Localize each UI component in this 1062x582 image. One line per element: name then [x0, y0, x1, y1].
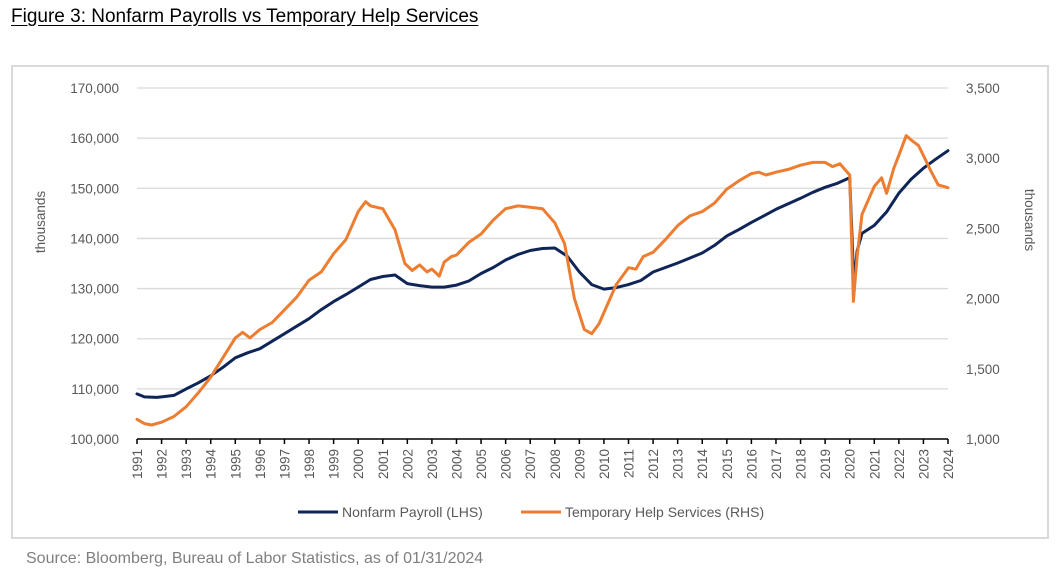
series-line-nonfarm-payroll: [135, 149, 950, 399]
y-left-tick-label: 100,000: [70, 432, 119, 447]
y-left-tick-label: 170,000: [70, 81, 119, 96]
gridlines: [137, 87, 948, 390]
series-lines: [135, 134, 950, 427]
x-tick-label: 2021: [867, 449, 882, 479]
x-tick-label: 1997: [277, 449, 292, 479]
x-tick-label: 2015: [720, 449, 735, 479]
x-tick-label: 2024: [941, 449, 956, 480]
x-tick-label: 2018: [794, 449, 809, 479]
x-tick-label: 2003: [425, 449, 440, 479]
y-right-tick-label: 1,500: [966, 362, 1000, 377]
legend-label-nonfarm: Nonfarm Payroll (LHS): [342, 504, 483, 520]
x-tick-label: 2011: [622, 449, 637, 478]
legend-label-temp-help: Temporary Help Services (RHS): [565, 504, 764, 520]
x-tick-label: 2023: [916, 449, 931, 479]
x-tick-label: 2022: [892, 449, 907, 479]
y-right-tick-label: 3,500: [966, 81, 1000, 96]
x-tick-label: 2002: [400, 449, 415, 479]
x-tick-label: 2014: [695, 449, 710, 480]
x-tick-label: 2005: [474, 449, 489, 479]
x-tick-label: 2006: [499, 449, 514, 479]
x-tick-label: 1999: [327, 449, 342, 479]
y-left-tick-label: 110,000: [71, 382, 119, 397]
y-left-tick-label: 130,000: [70, 282, 119, 297]
x-tick-label: 1992: [155, 449, 170, 479]
x-tick-label: 1995: [228, 449, 243, 479]
y-right-tick-label: 2,500: [966, 221, 1000, 236]
y-left-tick-label: 150,000: [70, 181, 119, 196]
x-tick-label: 1994: [204, 449, 219, 480]
x-axis: 1991 1992 1993 1994 1995 1996 1997 1998 1999 2000…: [130, 438, 956, 480]
x-tick-label: 1991: [130, 449, 145, 479]
source-note: Source: Bloomberg, Bureau of Labor Stati…: [26, 550, 484, 567]
x-tick-label: 1998: [302, 449, 317, 479]
x-tick-label: 2012: [646, 449, 661, 479]
figure-title: Figure 3: Nonfarm Payrolls vs Temporary …: [11, 6, 479, 27]
y-left-tick-label: 120,000: [70, 332, 119, 347]
legend: Nonfarm Payroll (LHS) Temporary Help Ser…: [298, 504, 764, 520]
x-tick-label: 1996: [253, 449, 268, 479]
x-tick-label: 2019: [818, 449, 833, 479]
y-axis-right: 1,000 1,500 2,000 2,500 3,000 3,500: [966, 81, 1000, 447]
chart-frame: [11, 65, 1049, 539]
series-line-temp-help: [135, 134, 950, 427]
x-tick-label: 1993: [179, 449, 194, 479]
x-tick-label: 2013: [671, 449, 686, 479]
y-right-tick-label: 3,000: [966, 151, 1000, 166]
y-axis-right-title: thousands: [1022, 189, 1037, 252]
y-axis-left: 100,000 110,000 120,000 130,000 140,000 150,0…: [70, 81, 119, 447]
x-tick-label: 2004: [449, 449, 464, 480]
x-tick-label: 2010: [597, 449, 612, 479]
x-tick-label: 2007: [523, 449, 538, 479]
y-left-tick-label: 140,000: [70, 231, 119, 246]
y-left-tick-label: 160,000: [70, 131, 119, 146]
x-tick-label: 2008: [548, 449, 563, 479]
y-axis-left-title: thousands: [33, 191, 48, 254]
x-tick-label: 2016: [744, 449, 759, 479]
x-tick-label: 2001: [376, 449, 391, 479]
y-right-tick-label: 1,000: [966, 432, 1000, 447]
x-tick-label: 2000: [351, 449, 366, 479]
x-tick-label: 2020: [843, 449, 858, 479]
x-tick-label: 2017: [769, 449, 784, 479]
x-tick-label: 2009: [572, 449, 587, 479]
y-right-tick-label: 2,000: [966, 292, 1000, 307]
